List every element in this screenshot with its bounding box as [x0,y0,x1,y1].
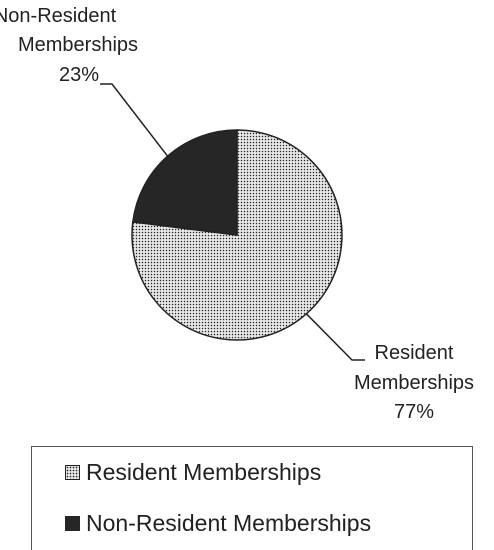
legend-label-resident: Resident Memberships [86,458,322,485]
leader-lines [100,83,365,361]
legend: Resident Memberships Non-Resident Member… [31,446,473,550]
pie-slices [131,129,343,341]
label-resident-line1: Resident [375,342,454,364]
pie-slice-nonresident [131,129,238,236]
leader-line-nonresident [100,83,169,157]
legend-swatch-resident [65,464,80,480]
legend-item-nonresident: Non-Resident Memberships [65,508,371,538]
legend-item-resident: Resident Memberships [65,457,321,487]
pie-chart: Non-Resident Memberships 23% Resident Me… [0,5,474,423]
legend-swatch-nonresident [65,515,80,531]
label-resident-line2: Memberships [354,372,474,394]
label-resident-percent: 77% [394,401,434,423]
legend-label-nonresident: Non-Resident Memberships [86,509,372,536]
label-nonresident-percent: 23% [59,64,99,86]
label-nonresident-line2: Memberships [18,34,138,56]
leader-line-resident [305,313,365,361]
label-nonresident-line1: Non-Resident [0,5,117,27]
